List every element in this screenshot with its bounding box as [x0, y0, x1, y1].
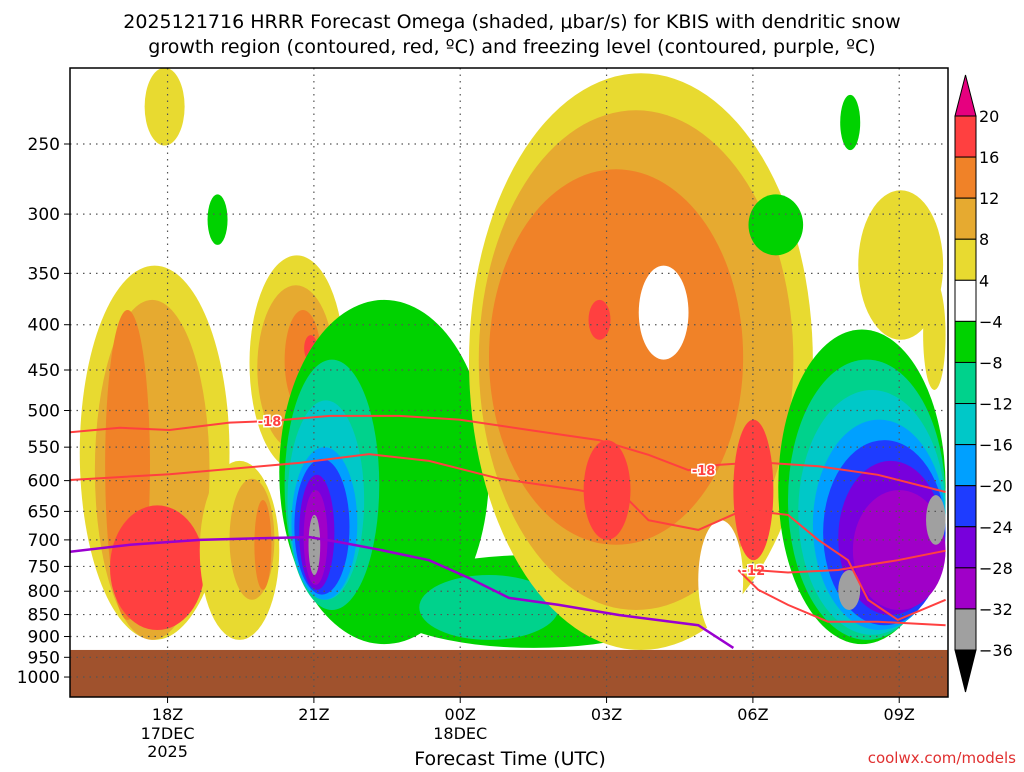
- omega-region-neg32: [838, 569, 861, 610]
- chart-title-line-1: 2025121716 HRRR Forecast Omega (shaded, …: [123, 11, 900, 33]
- y-tick-label-900: 900: [28, 628, 60, 648]
- colorbar-box: [954, 197, 977, 240]
- y-tick-label-550: 550: [28, 438, 60, 458]
- colorbar-box: [954, 320, 977, 363]
- omega-region-16: [583, 440, 631, 540]
- y-tick-label-600: 600: [28, 472, 60, 492]
- dgz-contour-line: [753, 549, 946, 574]
- x-axis-label: Forecast Time (UTC): [414, 748, 605, 768]
- dgz-contour-label: -18: [692, 464, 716, 479]
- y-tick-label-450: 450: [28, 361, 60, 381]
- colorbar-box: [954, 567, 977, 610]
- omega-region-neg4: [840, 94, 861, 151]
- colorbar-box: [954, 403, 977, 446]
- colorbar-label: 8: [979, 230, 989, 249]
- colorbar-label: −16: [979, 436, 1013, 455]
- colorbar-label: 20: [979, 107, 999, 126]
- x-tick-label-09Z: 09Z: [884, 705, 915, 724]
- colorbar-label: 16: [979, 148, 999, 167]
- omega-region-0: [698, 520, 744, 640]
- dgz-contour-line: [737, 569, 946, 627]
- y-tick-label-850: 850: [28, 606, 60, 626]
- contour-lines: -18 -18 -12: [70, 414, 946, 649]
- colorbar-box: [954, 238, 977, 281]
- y-tick-label-400: 400: [28, 316, 60, 336]
- y-tick-label-300: 300: [28, 205, 60, 225]
- colorbar-label: −20: [979, 477, 1013, 496]
- omega-region-16: [733, 419, 774, 561]
- x-tick-sublabel: 17DEC: [141, 724, 195, 743]
- colorbar-label: −32: [979, 600, 1013, 619]
- colorbar-label: −36: [979, 641, 1013, 660]
- dgz-contour-label: -18: [258, 415, 282, 430]
- colorbar-box: [954, 526, 977, 569]
- credit-text: coolwx.com/models: [868, 749, 1016, 767]
- omega-shading: [70, 68, 948, 697]
- y-axis: 2503003504004505005506006507007508008509…: [17, 135, 70, 688]
- colorbar-label: 12: [979, 189, 999, 208]
- y-tick-label-950: 950: [28, 648, 60, 668]
- x-tick-sublabel: 18DEC: [433, 724, 487, 743]
- colorbar-box: [954, 485, 977, 528]
- dgz-contour-label: -12: [742, 564, 766, 579]
- x-tick-label-03Z: 03Z: [591, 705, 622, 724]
- colorbar-box: [954, 115, 977, 158]
- colorbar-box: [954, 361, 977, 405]
- omega-region-0: [638, 265, 689, 360]
- colorbar-over-triangle: [954, 74, 977, 117]
- omega-region-neg32: [926, 495, 946, 545]
- omega-region-neg4: [207, 194, 228, 245]
- omega-region-16: [588, 299, 611, 340]
- omega-region-16: [109, 505, 205, 631]
- colorbar-under-triangle: [954, 649, 977, 693]
- colorbar-label: −12: [979, 395, 1013, 414]
- colorbar-label: −24: [979, 518, 1013, 537]
- y-tick-label-750: 750: [28, 557, 60, 577]
- omega-region-12: [489, 169, 744, 545]
- colorbar-label: −8: [979, 353, 1003, 372]
- x-tick-label-21Z: 21Z: [298, 705, 329, 724]
- freezing-level-line: [70, 535, 735, 649]
- ground-below-surface: [70, 649, 948, 697]
- x-tick-label-06Z: 06Z: [737, 705, 768, 724]
- colorbar-box: [954, 444, 977, 487]
- x-tick-label-18Z: 18Z: [152, 705, 183, 724]
- y-tick-label-500: 500: [28, 402, 60, 422]
- colorbar-box: [954, 608, 977, 651]
- colorbar: 20 16 12 8 4 −4 −8 −12 −16 −20 −24 −28 −32 −36: [954, 74, 1013, 693]
- omega-region-4: [858, 190, 944, 340]
- x-tick-label-00Z: 00Z: [445, 705, 476, 724]
- colorbar-box: [954, 279, 977, 322]
- omega-region-12: [254, 499, 272, 590]
- y-tick-label-1000: 1000: [17, 668, 60, 688]
- omega-region-4: [144, 68, 185, 146]
- colorbar-box: [954, 156, 977, 199]
- gridlines: [70, 68, 948, 697]
- y-tick-label-700: 700: [28, 531, 60, 551]
- plot-frame: [69, 67, 949, 698]
- y-tick-label-250: 250: [28, 135, 60, 155]
- colorbar-label: −4: [979, 312, 1003, 331]
- colorbar-label: −28: [979, 559, 1013, 578]
- omega-region-4: [923, 279, 946, 390]
- omega-region-neg4: [748, 194, 804, 256]
- omega-region-neg32: [308, 514, 321, 576]
- x-tick-sublabel: 2025: [147, 742, 188, 761]
- chart-title-line-2: growth region (contoured, red, ºC) and f…: [148, 36, 875, 58]
- colorbar-label: 4: [979, 271, 989, 290]
- y-tick-label-800: 800: [28, 582, 60, 602]
- y-tick-label-350: 350: [28, 264, 60, 284]
- y-tick-label-650: 650: [28, 502, 60, 522]
- dgz-contour-line: [70, 414, 946, 493]
